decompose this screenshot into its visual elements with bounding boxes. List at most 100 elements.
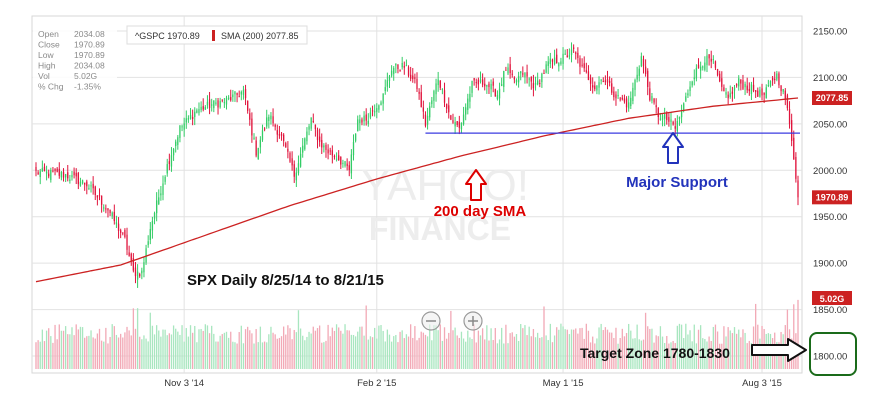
candle	[350, 149, 353, 180]
candle-body	[352, 141, 355, 156]
candle	[524, 72, 526, 84]
candle-body	[177, 137, 179, 145]
volume-bar	[746, 343, 748, 369]
candle	[128, 245, 130, 257]
volume-bar	[551, 342, 554, 369]
volume-bar	[263, 341, 266, 369]
candle-body	[143, 262, 145, 273]
candle-body	[630, 97, 632, 107]
volume-bar	[304, 340, 306, 369]
candle-body	[374, 111, 376, 113]
volume-bar	[647, 326, 649, 369]
legend-sma-swatch	[212, 30, 215, 41]
candle-body	[575, 52, 577, 54]
candle-body	[280, 133, 283, 136]
candle	[761, 83, 763, 101]
candle	[141, 267, 143, 280]
candle-body	[488, 83, 490, 88]
volume-bar	[354, 336, 357, 369]
candle	[759, 86, 761, 98]
volume-bar	[69, 334, 71, 369]
volume-bar	[321, 342, 323, 369]
candle-body	[73, 171, 75, 176]
candle	[113, 204, 115, 225]
candle-body	[458, 121, 460, 128]
candle	[647, 68, 649, 96]
candle	[310, 117, 312, 131]
candle	[335, 152, 338, 162]
candle	[340, 156, 342, 170]
scroll-handle-right[interactable]	[463, 311, 483, 331]
volume-bar	[162, 329, 164, 369]
candle-body	[416, 78, 418, 90]
candle	[494, 88, 496, 97]
candle-body	[120, 230, 122, 233]
candle-body	[763, 92, 765, 95]
info-value: 2034.08	[74, 29, 105, 39]
volume-bar	[725, 336, 727, 369]
candle	[289, 151, 291, 163]
volume-bar	[282, 326, 285, 369]
candle	[517, 71, 520, 88]
candle-body	[109, 209, 111, 214]
candle-body	[746, 85, 748, 91]
candle	[782, 88, 784, 95]
candle	[162, 175, 164, 201]
candle-body	[325, 144, 327, 150]
candle	[58, 162, 60, 179]
candle	[797, 175, 799, 206]
candle	[441, 88, 444, 95]
candle	[208, 91, 211, 115]
volume-bar	[699, 325, 702, 369]
y-tick-label: 2100.00	[813, 73, 847, 84]
candle-body	[219, 101, 221, 108]
candle	[84, 182, 86, 191]
candle	[769, 80, 772, 88]
candle	[395, 63, 397, 74]
candle	[657, 107, 659, 125]
volume-bar	[536, 332, 539, 369]
candle	[177, 135, 179, 150]
scroll-handle-left[interactable]	[421, 311, 441, 331]
volume-bar	[211, 325, 213, 369]
candle-body	[661, 115, 664, 120]
candle	[160, 186, 162, 201]
candle	[570, 42, 573, 63]
candle-body	[333, 156, 336, 158]
volume-bar	[420, 331, 422, 369]
candle-body	[234, 91, 236, 95]
volume-bar	[581, 327, 583, 369]
candle-body	[505, 69, 507, 71]
candle-body	[94, 186, 96, 195]
volume-bar	[166, 335, 168, 369]
candle	[103, 204, 105, 212]
candle-body	[435, 83, 437, 95]
candle-body	[90, 185, 92, 187]
candle-body	[568, 55, 571, 57]
candle-body	[473, 77, 475, 81]
volume-bar	[187, 336, 190, 369]
candle-body	[45, 171, 48, 174]
candle-body	[213, 100, 215, 109]
candle-body	[560, 61, 562, 65]
candle	[723, 84, 725, 92]
candle-body	[520, 71, 522, 74]
candle-body	[604, 80, 607, 83]
candle-body	[659, 118, 662, 120]
candle	[213, 100, 215, 113]
volume-bar	[113, 326, 115, 369]
candle-body	[666, 113, 668, 121]
candle-body	[486, 84, 488, 87]
volume-bar	[727, 327, 729, 369]
candle-body	[528, 78, 530, 80]
candle	[211, 98, 213, 112]
candle	[619, 97, 621, 102]
candle-body	[350, 154, 353, 174]
candle	[486, 84, 488, 94]
candle	[371, 105, 374, 117]
volume-bar	[359, 326, 361, 369]
candle-body	[211, 104, 213, 106]
candle	[596, 85, 598, 95]
candle	[539, 79, 541, 88]
candle	[511, 70, 513, 78]
